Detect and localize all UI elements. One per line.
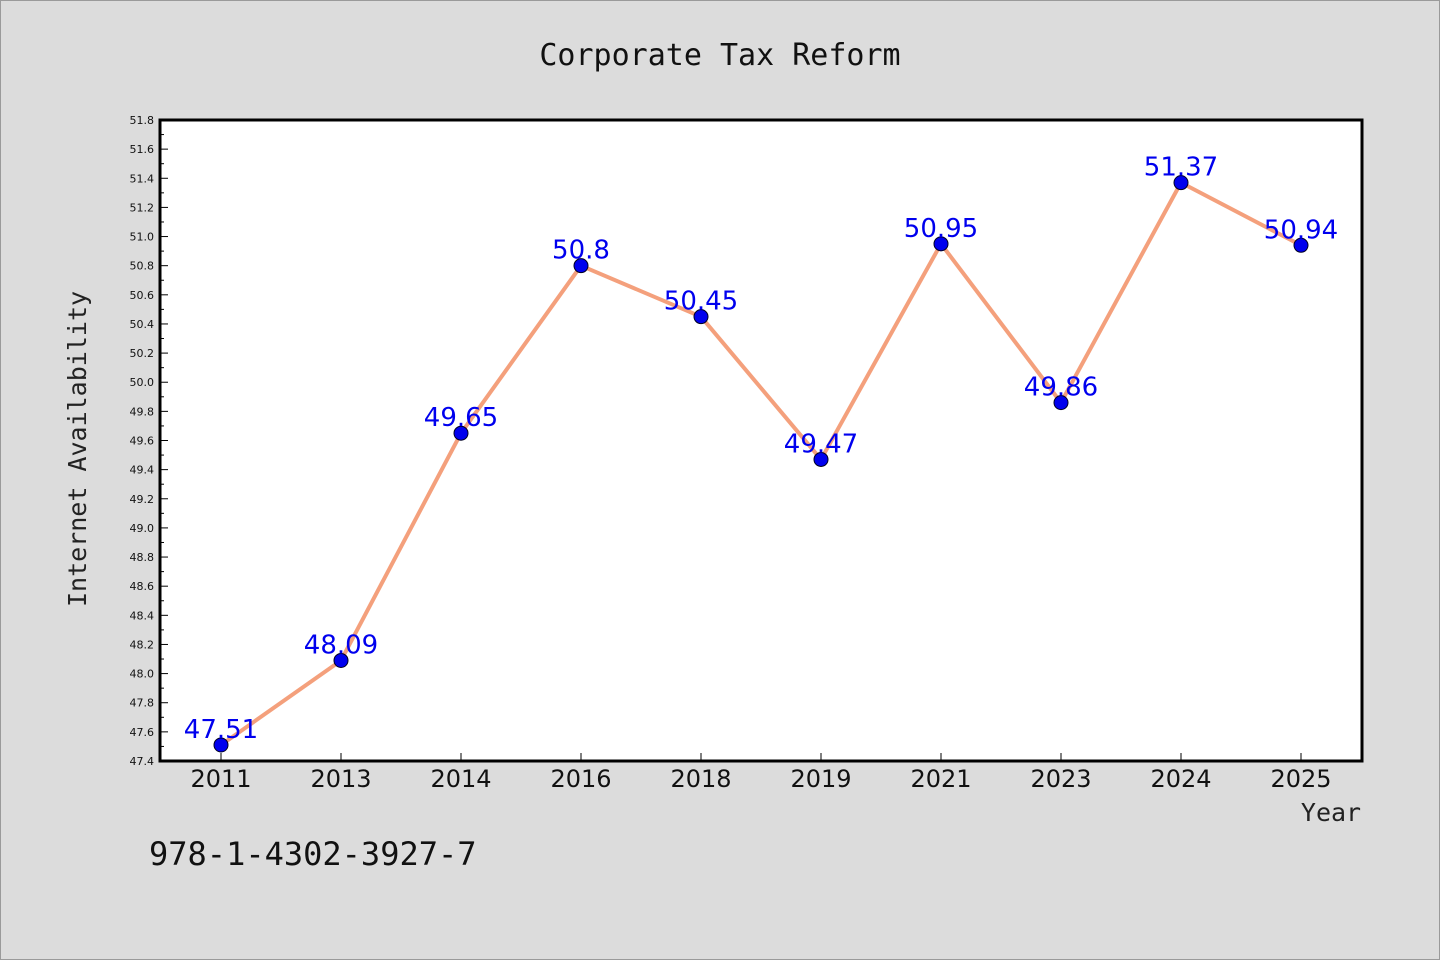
y-tick-label: 50.2	[130, 347, 155, 360]
x-tick-label: 2019	[790, 765, 851, 793]
x-tick-label: 2021	[910, 765, 971, 793]
data-point-label: 47.51	[184, 715, 258, 745]
y-tick-label: 48.0	[130, 668, 155, 681]
data-point-marker	[813, 451, 829, 467]
series-line-group	[213, 175, 1309, 753]
series-line	[219, 180, 1302, 747]
y-tick-label: 48.2	[130, 638, 155, 651]
chart-title: Corporate Tax Reform	[539, 38, 900, 73]
x-tick-label: 2014	[430, 765, 491, 793]
x-tick-label: 2016	[550, 765, 611, 793]
x-tick-label: 2013	[310, 765, 371, 793]
y-tick-label: 49.8	[130, 405, 155, 418]
data-point-label: 50.45	[664, 287, 738, 317]
plot-area	[158, 118, 1364, 763]
data-point-marker	[453, 425, 469, 441]
data-point-label: 50.94	[1264, 215, 1338, 245]
y-tick-label: 51.0	[130, 231, 155, 244]
data-point-marker	[933, 236, 949, 252]
y-axis: 47.4 47.6 47.8 48.0 48.2 48.4 48.6 48.8 49.0 49.2…	[130, 114, 168, 768]
y-tick-label: 50.0	[130, 376, 155, 389]
y-tick-label: 49.4	[130, 464, 155, 477]
data-point-label: 49.47	[784, 429, 858, 459]
y-tick-label: 49.0	[130, 522, 155, 535]
data-point-label: 49.86	[1024, 373, 1098, 403]
x-tick-label: 2025	[1270, 765, 1331, 793]
y-tick-label: 50.6	[130, 289, 155, 302]
y-tick-label: 51.6	[130, 143, 155, 156]
data-point-marker	[1173, 175, 1189, 191]
x-axis-label: Year	[1301, 798, 1361, 827]
y-tick-label: 47.8	[130, 697, 155, 710]
y-tick-label: 49.2	[130, 493, 155, 506]
y-tick-label: 50.8	[130, 260, 155, 273]
data-point-marker	[693, 309, 709, 325]
data-point-marker	[1293, 237, 1309, 253]
data-point-marker	[1053, 395, 1069, 411]
y-axis-label: Internet Availability	[63, 291, 92, 607]
y-tick-label: 48.4	[130, 609, 155, 622]
data-point-marker	[333, 652, 349, 668]
x-axis: 2011 2013 2014 2016 2018 2019 2021 2023 2024 2025	[190, 753, 1332, 793]
y-tick-label: 51.4	[130, 172, 155, 185]
y-tick-label: 49.6	[130, 435, 155, 448]
data-point-label: 50.8	[552, 236, 610, 266]
data-point-label: 51.37	[1144, 153, 1218, 183]
x-tick-label: 2018	[670, 765, 731, 793]
x-tick-label: 2011	[190, 765, 251, 793]
y-tick-label: 48.6	[130, 580, 155, 593]
y-tick-label: 48.8	[130, 551, 155, 564]
x-tick-label: 2023	[1030, 765, 1091, 793]
y-tick-label: 47.6	[130, 726, 155, 739]
x-tick-label: 2024	[1150, 765, 1211, 793]
isbn-text: 978-1-4302-3927-7	[149, 835, 477, 873]
y-tick-label: 47.4	[130, 755, 155, 768]
data-point-marker	[213, 737, 229, 753]
y-tick-label: 51.8	[130, 114, 155, 127]
data-point-marker	[573, 258, 589, 274]
data-point-label: 50.95	[904, 214, 978, 244]
y-tick-label: 51.2	[130, 201, 155, 214]
y-tick-label: 50.4	[130, 318, 155, 331]
data-labels-group: 47.51 48.09 49.65 50.8 50.45 49.47 50.95 49.86 5…	[184, 153, 1338, 745]
data-point-label: 49.65	[424, 403, 498, 433]
data-point-label: 48.09	[304, 630, 378, 660]
